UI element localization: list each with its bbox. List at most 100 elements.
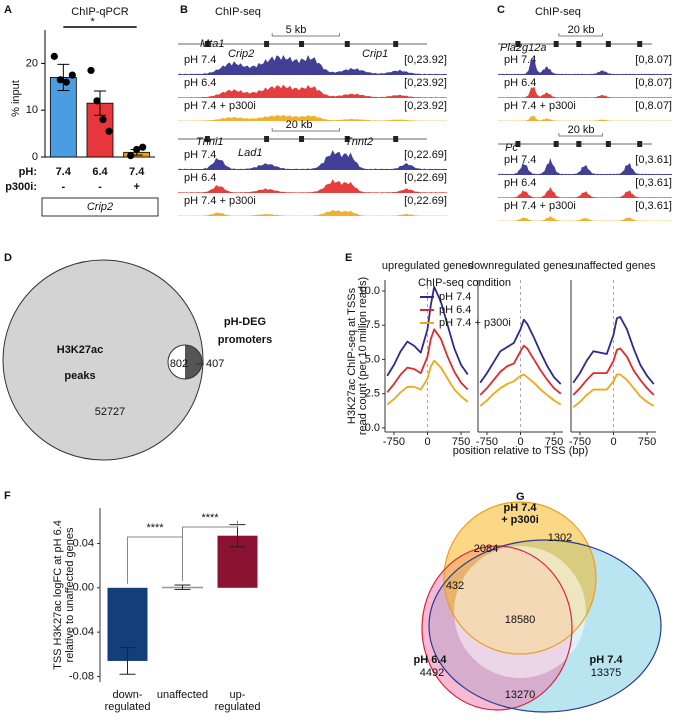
- panel-letter: A: [4, 4, 12, 16]
- venn-outline: [167, 344, 203, 380]
- treatment-label: +: [133, 181, 139, 193]
- venn-count: 1302: [548, 532, 572, 544]
- y-tick-label: 2.5: [365, 388, 380, 400]
- exon: [605, 41, 611, 47]
- facet-title: unaffected genes: [571, 260, 656, 272]
- panel-letter: E: [345, 252, 352, 264]
- panel-letter: C: [497, 4, 505, 16]
- x-tick-label: 7.4: [56, 166, 72, 178]
- track-label: pH 7.4: [184, 149, 216, 161]
- panel-title: ChIP-seq: [535, 6, 581, 18]
- y-tick-label: 10: [26, 104, 38, 116]
- exon: [637, 41, 643, 47]
- track-label: pH 7.4: [184, 54, 216, 66]
- exon: [605, 141, 611, 147]
- y-tick-label: 5.0: [365, 353, 380, 365]
- x-tick-label: 0: [610, 436, 616, 448]
- y-axis-label: % input: [10, 80, 22, 117]
- chart-title: ChIP-qPCR: [71, 6, 129, 18]
- track-label: pH 6.4: [184, 77, 216, 89]
- exon: [393, 41, 399, 47]
- y-tick-label: 0: [32, 151, 38, 163]
- series-line: [479, 344, 562, 396]
- scale-bar: [558, 133, 603, 137]
- track-label: pH 6.4: [184, 172, 216, 184]
- venn-circle: [185, 345, 202, 379]
- x-tick-label: regulated: [215, 701, 261, 713]
- track-range: [0,3.61]: [635, 154, 672, 166]
- data-point: [99, 115, 107, 124]
- track-label: pH 7.4: [504, 154, 536, 166]
- significance: ****: [146, 522, 164, 534]
- exon: [553, 141, 559, 147]
- track-label: pH 7.4 + p300i: [504, 100, 576, 112]
- y-tick-label: 7.5: [365, 319, 380, 331]
- data-point: [62, 78, 70, 86]
- x-tick-label: unaffected: [157, 689, 208, 701]
- exon: [576, 141, 582, 147]
- panel-letter: G: [516, 491, 525, 503]
- row-label: p300i:: [5, 181, 37, 193]
- exon: [204, 41, 210, 47]
- series-line: [386, 328, 469, 393]
- y-axis-label: H3K27ac ChIP-seq at TSSs: [346, 287, 358, 424]
- x-tick-label: 6.4: [92, 166, 108, 178]
- data-point: [50, 52, 58, 60]
- coverage-track: [498, 56, 672, 75]
- legend-label: pH 7.4: [439, 291, 471, 303]
- track-label: pH 7.4: [504, 54, 536, 66]
- track-range: [0,22.69]: [404, 172, 447, 184]
- venn-count: 13270: [505, 689, 536, 701]
- series-line: [572, 373, 655, 409]
- x-tick-label: 750: [545, 436, 563, 448]
- scale-label: 5 kb: [286, 24, 307, 36]
- scale-bar: [271, 128, 340, 132]
- legend-label: pH 6.4: [439, 304, 471, 316]
- exon: [515, 141, 521, 147]
- x-tick-label: 7.4: [129, 166, 145, 178]
- data-point: [105, 127, 113, 135]
- track-range: [0,8.07]: [635, 54, 672, 66]
- gene-label: Lad1: [238, 147, 262, 159]
- track-range: [0,23.92]: [404, 54, 447, 66]
- data-point: [56, 76, 64, 84]
- x-tick-label: regulated: [105, 701, 151, 713]
- gene-label: Mta1: [200, 38, 224, 50]
- scale-label: 20 kb: [286, 119, 313, 131]
- y-tick-label: -0.08: [69, 670, 94, 682]
- coverage-track: [498, 115, 672, 121]
- set-label: pH 7.4: [589, 654, 623, 666]
- x-tick-label: -750: [569, 436, 591, 448]
- scale-bar: [558, 33, 603, 37]
- data-point: [87, 66, 95, 75]
- panel-letter: F: [4, 490, 11, 502]
- track-range: [0,23.92]: [404, 77, 447, 89]
- venn-center: [454, 546, 586, 678]
- exon: [344, 41, 350, 47]
- exon: [264, 136, 270, 142]
- facet-title: downregulated genes: [468, 260, 574, 272]
- series-line: [386, 285, 469, 377]
- data-point: [93, 97, 101, 105]
- y-tick-label: 0.04: [73, 537, 94, 549]
- track-label: pH 6.4: [504, 177, 536, 189]
- venn-count: 13375: [591, 667, 622, 679]
- x-tick-label: 750: [638, 436, 656, 448]
- venn-label: pH-DEG: [224, 316, 266, 328]
- y-axis-label: read count (per 10 million reads): [357, 277, 369, 435]
- track-label: pH 6.4: [504, 77, 536, 89]
- track-range: [0,8.07]: [635, 77, 672, 89]
- coverage-track: [178, 55, 447, 75]
- track-label: pH 7.4 + p300i: [504, 200, 576, 212]
- data-point: [68, 71, 76, 79]
- gene-label: Tnnt2: [345, 136, 373, 148]
- exon: [299, 136, 305, 142]
- scale-label: 20 kb: [568, 124, 595, 136]
- y-tick-label: 20: [26, 57, 38, 69]
- coverage-track: [178, 114, 447, 121]
- venn-outline: [443, 501, 597, 655]
- significance: ****: [201, 512, 219, 524]
- legend-label: pH 7.4 + p300i: [439, 317, 511, 329]
- x-tick-label: down-: [113, 689, 143, 701]
